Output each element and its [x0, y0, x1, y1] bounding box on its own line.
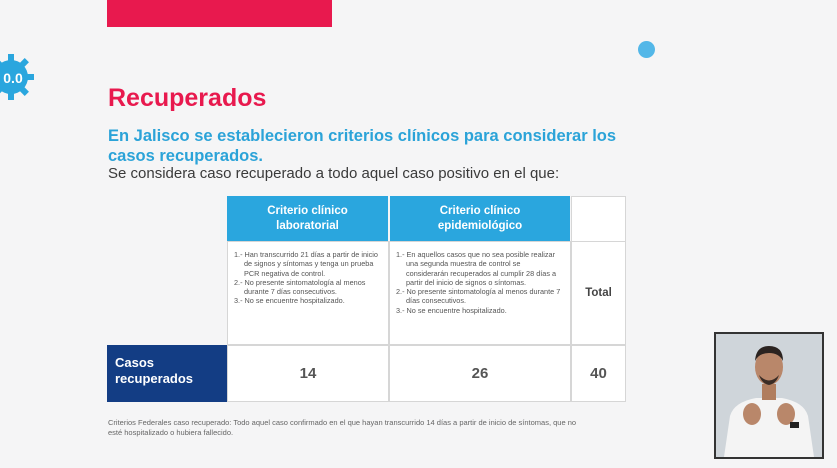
- criteria-item: 3.- No se encuentre hospitalizado.: [234, 296, 345, 306]
- row-label-recuperados: Casos recuperados: [107, 345, 227, 402]
- page-title: Recuperados: [108, 84, 267, 112]
- value-laboratorial: 14: [227, 345, 389, 402]
- value-total: 40: [571, 345, 626, 402]
- subtitle: En Jalisco se establecieron criterios cl…: [108, 127, 617, 165]
- header-laboratorial: Criterio clínico laboratorial: [227, 196, 388, 241]
- criteria-item: 2.- No presente sintomatología al menos …: [396, 287, 561, 306]
- criteria-epidemiologico: 1.- En aquellos casos que no sea posible…: [389, 241, 571, 345]
- decorative-dot: [638, 41, 655, 58]
- footnote: Criterios Federales caso recuperado: Tod…: [108, 418, 577, 437]
- header-epidemiologico: Criterio clínico epidemiológico: [390, 196, 570, 241]
- criteria-item: 2.- No presente sintomatología al menos …: [234, 277, 366, 297]
- svg-text:0.0: 0.0: [3, 70, 23, 86]
- sign-language-video: [714, 332, 824, 459]
- interpreter-figure: [716, 334, 822, 457]
- total-header-spacer: [571, 196, 626, 241]
- criteria-item: 3.- No se encuentre hospitalizado.: [396, 305, 507, 315]
- criteria-item: 1.- En aquellos casos que no sea posible…: [396, 250, 557, 287]
- criteria-laboratorial: 1.- Han transcurrido 21 días a partir de…: [227, 241, 389, 345]
- total-header: Total: [571, 241, 626, 345]
- lead-text: Se considera caso recuperado a todo aque…: [108, 165, 560, 182]
- gear-icon: 0.0: [0, 54, 34, 100]
- value-epidemiologico: 26: [389, 345, 571, 402]
- criteria-item: 1.- Han transcurrido 21 días a partir de…: [234, 250, 378, 278]
- top-accent-bar: [107, 0, 332, 27]
